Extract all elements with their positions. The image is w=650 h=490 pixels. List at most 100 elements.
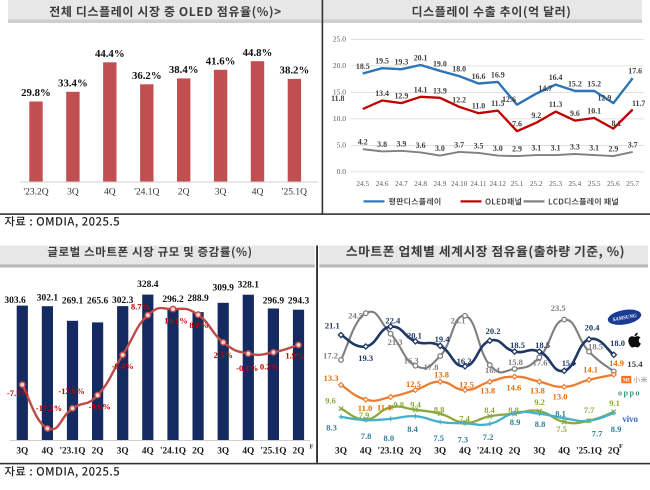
svg-text:3.8: 3.8 [377, 140, 387, 149]
svg-text:302.3: 302.3 [112, 296, 134, 306]
svg-text:269.1: 269.1 [62, 296, 84, 306]
svg-text:25.0: 25.0 [333, 35, 346, 44]
svg-text:oppo: oppo [618, 389, 641, 398]
svg-text:3.1: 3.1 [551, 144, 561, 153]
svg-text:3.1: 3.1 [531, 144, 541, 153]
svg-text:11.3: 11.3 [549, 100, 562, 109]
svg-text:44.8%: 44.8% [243, 47, 273, 59]
svg-text:-0.1%: -0.1% [236, 363, 258, 373]
svg-text:15: 15 [562, 359, 570, 368]
svg-text:24.5: 24.5 [356, 179, 369, 188]
svg-text:24.6: 24.6 [376, 179, 389, 188]
svg-text:3.7: 3.7 [454, 140, 464, 149]
svg-text:41.6%: 41.6% [206, 55, 236, 67]
svg-text:16.2: 16.2 [457, 356, 472, 366]
svg-text:2.5%: 2.5% [214, 350, 233, 360]
svg-text:SAMSUNG: SAMSUNG [612, 313, 637, 323]
svg-text:MI: MI [623, 378, 630, 384]
svg-text:4Q: 4Q [360, 447, 372, 457]
svg-text:14.6: 14.6 [506, 383, 521, 393]
svg-text:44.4%: 44.4% [95, 48, 125, 60]
svg-text:14.1: 14.1 [414, 85, 428, 94]
svg-text:12.5: 12.5 [459, 380, 474, 390]
svg-text:302.1: 302.1 [37, 293, 59, 303]
svg-text:11.0: 11.0 [472, 102, 485, 111]
svg-text:9.2: 9.2 [534, 397, 545, 407]
svg-text:9.2: 9.2 [531, 111, 541, 120]
svg-text:288.9: 288.9 [187, 294, 209, 304]
svg-text:328.4: 328.4 [137, 280, 159, 290]
svg-text:13.0: 13.0 [553, 392, 568, 402]
svg-text:8.9: 8.9 [510, 417, 521, 427]
svg-text:24.7: 24.7 [395, 179, 408, 188]
svg-text:7.7: 7.7 [592, 429, 603, 439]
svg-text:'24.1Q: '24.1Q [160, 447, 186, 457]
svg-text:8.8: 8.8 [535, 419, 546, 429]
svg-text:9.6: 9.6 [570, 109, 580, 118]
svg-text:14.7: 14.7 [538, 84, 552, 93]
svg-text:29.8%: 29.8% [21, 87, 51, 99]
svg-text:3.3: 3.3 [570, 143, 580, 152]
svg-text:4Q: 4Q [252, 188, 264, 198]
svg-text:303.6: 303.6 [4, 296, 26, 306]
svg-text:3Q: 3Q [117, 447, 129, 457]
svg-text:9.8: 9.8 [393, 400, 404, 410]
svg-text:2Q: 2Q [92, 447, 104, 457]
svg-text:18.0: 18.0 [610, 338, 625, 348]
svg-text:265.6: 265.6 [87, 297, 109, 307]
svg-text:'23.1Q: '23.1Q [59, 447, 85, 457]
svg-text:-0.4%: -0.4% [111, 361, 133, 371]
svg-text:25.3: 25.3 [549, 179, 562, 188]
svg-text:2Q: 2Q [293, 447, 305, 457]
svg-text:'25.1Q: '25.1Q [260, 447, 286, 457]
svg-text:12.2: 12.2 [452, 95, 466, 104]
svg-text:3.1: 3.1 [589, 144, 599, 153]
svg-text:13.8: 13.8 [530, 385, 545, 395]
svg-text:10.0: 10.0 [333, 114, 346, 123]
svg-text:8.7%: 8.7% [131, 302, 150, 312]
svg-text:3Q: 3Q [217, 447, 229, 457]
svg-text:24.1: 24.1 [451, 316, 466, 326]
svg-text:19.4: 19.4 [435, 334, 451, 344]
svg-text:20.1: 20.1 [414, 54, 428, 63]
svg-text:25.2: 25.2 [530, 179, 543, 188]
svg-text:7.7: 7.7 [584, 405, 595, 415]
svg-text:18.5: 18.5 [510, 340, 525, 350]
svg-text:8.0: 8.0 [383, 433, 394, 443]
svg-text:3Q: 3Q [434, 447, 446, 457]
svg-text:3Q: 3Q [16, 447, 28, 457]
svg-text:9.4: 9.4 [410, 399, 421, 409]
svg-text:3Q: 3Q [215, 188, 227, 198]
svg-text:294.3: 294.3 [288, 296, 310, 306]
svg-text:18.0: 18.0 [452, 65, 466, 74]
svg-text:4.2: 4.2 [358, 138, 368, 147]
svg-text:2Q: 2Q [178, 188, 190, 198]
svg-text:3.9: 3.9 [396, 139, 406, 148]
svg-text:16.9: 16.9 [491, 70, 505, 79]
svg-text:18.5: 18.5 [356, 62, 370, 71]
svg-text:21.1: 21.1 [325, 320, 340, 330]
svg-text:3.0: 3.0 [435, 144, 445, 153]
svg-text:25.4: 25.4 [569, 179, 582, 188]
svg-text:7.5: 7.5 [556, 424, 567, 434]
svg-text:20.4: 20.4 [585, 323, 601, 333]
svg-text:8.8: 8.8 [434, 405, 445, 415]
svg-text:-7.2%: -7.2% [7, 388, 29, 398]
svg-text:4Q: 4Q [142, 447, 154, 457]
svg-text:8.8: 8.8 [508, 405, 519, 415]
svg-text:'23.2Q: '23.2Q [23, 188, 48, 198]
svg-text:8.8%: 8.8% [189, 320, 208, 330]
svg-text:38.2%: 38.2% [280, 65, 310, 77]
svg-text:7.9: 7.9 [359, 410, 370, 420]
svg-text:19.0: 19.0 [433, 59, 447, 68]
svg-text:F: F [310, 444, 314, 451]
svg-text:7.2: 7.2 [483, 432, 494, 442]
svg-text:25.7: 25.7 [626, 179, 639, 188]
svg-text:14.1: 14.1 [583, 365, 598, 375]
svg-text:0.2%: 0.2% [260, 362, 279, 372]
svg-text:3Q: 3Q [533, 447, 545, 457]
svg-text:33.4%: 33.4% [58, 77, 88, 89]
svg-text:0.0: 0.0 [337, 167, 347, 176]
svg-text:328.1: 328.1 [238, 281, 260, 291]
svg-text:309.9: 309.9 [213, 284, 235, 294]
